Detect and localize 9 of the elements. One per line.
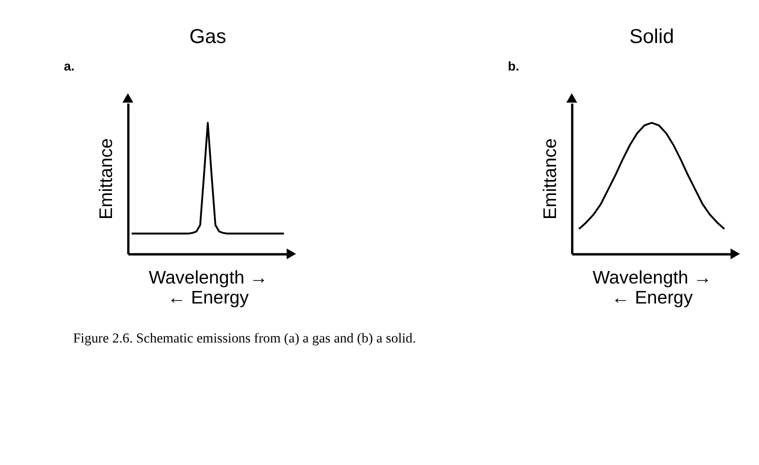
y-axis-title: Emittance [94,138,116,220]
caption: Figure 2.6. Schematic emissions from (a) a gas and (b) a solid. [73,330,416,346]
x-axis-title: Wavelength → ← Energy [148,266,268,308]
y-axis-title: Emittance [538,138,560,220]
chart-title: Gas [189,26,226,48]
chart-title: Solid [629,26,674,48]
text: b. [508,58,520,74]
text: a. [64,58,75,74]
x-axis-title: Wavelength → ← Energy [592,266,712,308]
